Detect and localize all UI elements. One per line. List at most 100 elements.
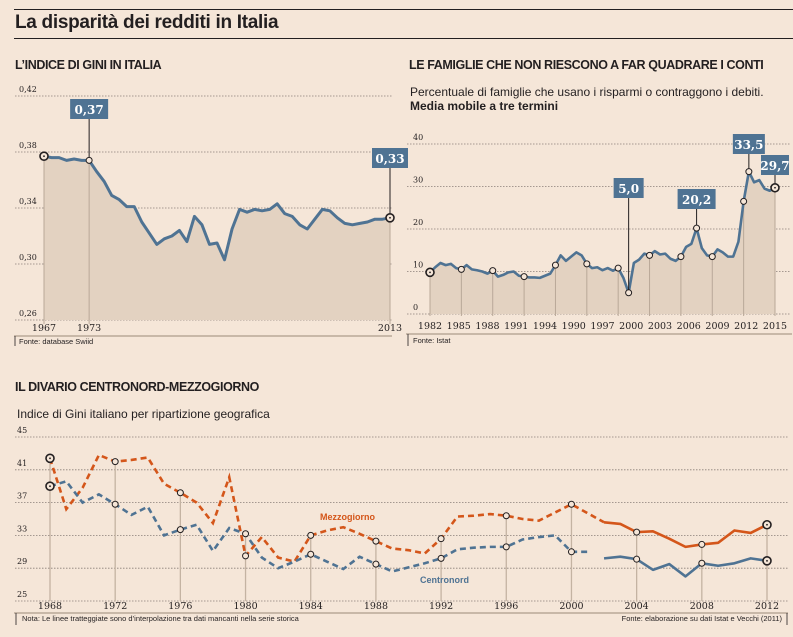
famiglie-marker — [745, 168, 753, 176]
divario-chart-subtitle: Indice di Gini italiano per ripartizione… — [17, 407, 270, 421]
famiglie-ytick-label: 0 — [413, 303, 418, 312]
gini-marker — [85, 156, 93, 164]
famiglie-marker — [625, 289, 633, 297]
divario-ytick-label: 41 — [17, 459, 27, 468]
gini-ytick-label: 0,42 — [19, 85, 37, 94]
centronord-marker — [111, 500, 119, 508]
divario-ytick-label: 45 — [17, 426, 27, 435]
famiglie-end-marker-dot — [774, 186, 776, 189]
famiglie-xtick-label: 2000 — [619, 321, 643, 332]
famiglie-marker — [677, 253, 685, 261]
mezzogiorno-marker — [698, 540, 706, 548]
famiglie-annotation-box — [732, 134, 765, 154]
mezzogiorno-marker — [372, 537, 380, 545]
gini-ytick-label: 0,38 — [19, 141, 37, 150]
centronord-solid-line — [603, 555, 768, 578]
famiglie-ytick-label: 10 — [413, 261, 423, 270]
famiglie-annotation-box — [613, 178, 644, 198]
divario-ytick-label: 29 — [17, 557, 27, 566]
divario-chart-title: IL DIVARIO CENTRONORD-MEZZOGIORNO — [15, 380, 259, 394]
divario-xtick-label: 1988 — [364, 601, 388, 612]
famiglie-marker — [708, 253, 716, 261]
centronord-marker — [437, 554, 445, 562]
title-rule-top — [14, 9, 793, 10]
mezzogiorno-marker — [242, 552, 250, 560]
famiglie-annotation-text: 5,0 — [618, 182, 639, 196]
divario-xtick-label: 1980 — [233, 601, 257, 612]
famiglie-annotation-text: 33,5 — [734, 138, 763, 152]
famiglie-ytick-label: 30 — [413, 176, 423, 185]
centronord-marker — [567, 548, 575, 556]
famiglie-ytick-label: 20 — [413, 218, 423, 227]
divario-xtick-label: 2012 — [755, 601, 779, 612]
centronord-marker — [633, 555, 641, 563]
centronord-marker — [176, 526, 184, 534]
famiglie-marker — [740, 197, 748, 205]
divario-xtick-label: 1992 — [429, 601, 453, 612]
mezzogiorno-marker-dot — [49, 457, 51, 460]
famiglie-annotation-box — [761, 155, 789, 175]
famiglie-annotation-box — [677, 189, 716, 209]
famiglie-marker — [646, 251, 654, 259]
divario-xtick-label: 2008 — [690, 601, 714, 612]
divario-xtick-label: 1996 — [494, 601, 518, 612]
famiglie-annotation-text: 20,2 — [682, 193, 711, 207]
gini-area — [44, 156, 390, 320]
gini-annotation-box — [70, 99, 109, 119]
divario-note: Nota: Le linee tratteggiate sono d’inter… — [22, 614, 300, 623]
famiglie-chart-title: LE FAMIGLIE CHE NON RIESCONO A FAR QUADR… — [409, 58, 764, 72]
mezzogiorno-dashed-line — [48, 453, 605, 564]
divario-source: Fonte: elaborazione su dati Istat e Vecc… — [622, 614, 783, 623]
centronord-marker — [307, 550, 315, 558]
famiglie-xtick-label: 1982 — [418, 321, 442, 332]
mezzogiorno-marker — [633, 528, 641, 536]
gini-annotation-box — [372, 148, 408, 168]
gini-chart-title: L’INDICE DI GINI IN ITALIA — [15, 58, 162, 72]
divario-xtick-label: 1972 — [103, 601, 127, 612]
famiglie-xtick-label: 2003 — [648, 321, 672, 332]
famiglie-xtick-label: 1985 — [447, 321, 471, 332]
famiglie-ytick-label: 40 — [413, 133, 423, 142]
gini-annotation-text: 0,37 — [75, 103, 104, 117]
centronord-marker — [502, 543, 510, 551]
famiglie-marker — [614, 264, 622, 272]
divario-xtick-label: 1976 — [168, 601, 192, 612]
gini-start-marker-dot — [43, 155, 45, 158]
gini-xtick-label: 1973 — [77, 323, 101, 334]
divario-ytick-label: 33 — [17, 524, 27, 533]
famiglie-xtick-label: 1990 — [562, 321, 586, 332]
mezzogiorno-marker — [176, 489, 184, 497]
mezzogiorno-marker — [111, 458, 119, 466]
mezzogiorno-solid-line — [603, 520, 768, 549]
centronord-legend-label: Centronord — [420, 575, 469, 585]
centronord-marker — [372, 560, 380, 568]
famiglie-subtitle-bold: Media mobile a tre termini — [410, 99, 559, 113]
divario-xtick-label: 1984 — [299, 601, 323, 612]
gini-end-marker-dot — [389, 216, 391, 219]
mezzogiorno-marker — [307, 531, 315, 539]
page-title: La disparità dei redditi in Italia — [15, 12, 279, 33]
centronord-dashed-line — [49, 479, 588, 573]
title-rule-bottom — [14, 38, 793, 39]
mezzogiorno-legend-label: Mezzogiorno — [320, 512, 375, 522]
gini-xtick-label: 2013 — [378, 323, 402, 334]
gini-source: Fonte: database Swiid — [19, 337, 93, 346]
centronord-marker-dot — [766, 559, 768, 562]
famiglie-line — [429, 170, 776, 295]
divario-ytick-label: 25 — [17, 590, 27, 599]
gini-annotation-text: 0,33 — [375, 152, 404, 166]
famiglie-marker — [551, 261, 559, 269]
gini-xtick-label: 1967 — [32, 323, 56, 334]
famiglie-marker — [693, 224, 701, 232]
famiglie-source: Fonte: Istat — [413, 336, 451, 345]
famiglie-subtitle-text: Percentuale di famiglie che usano i risp… — [410, 85, 764, 99]
famiglie-xtick-label: 2006 — [677, 321, 701, 332]
mezzogiorno-marker-dot — [766, 523, 768, 526]
famiglie-area — [430, 171, 775, 314]
mezzogiorno-marker — [502, 512, 510, 520]
centronord-marker-dot — [49, 485, 51, 488]
mezzogiorno-marker — [567, 500, 575, 508]
famiglie-xtick-label: 1988 — [475, 321, 499, 332]
divario-xtick-label: 2004 — [625, 601, 649, 612]
